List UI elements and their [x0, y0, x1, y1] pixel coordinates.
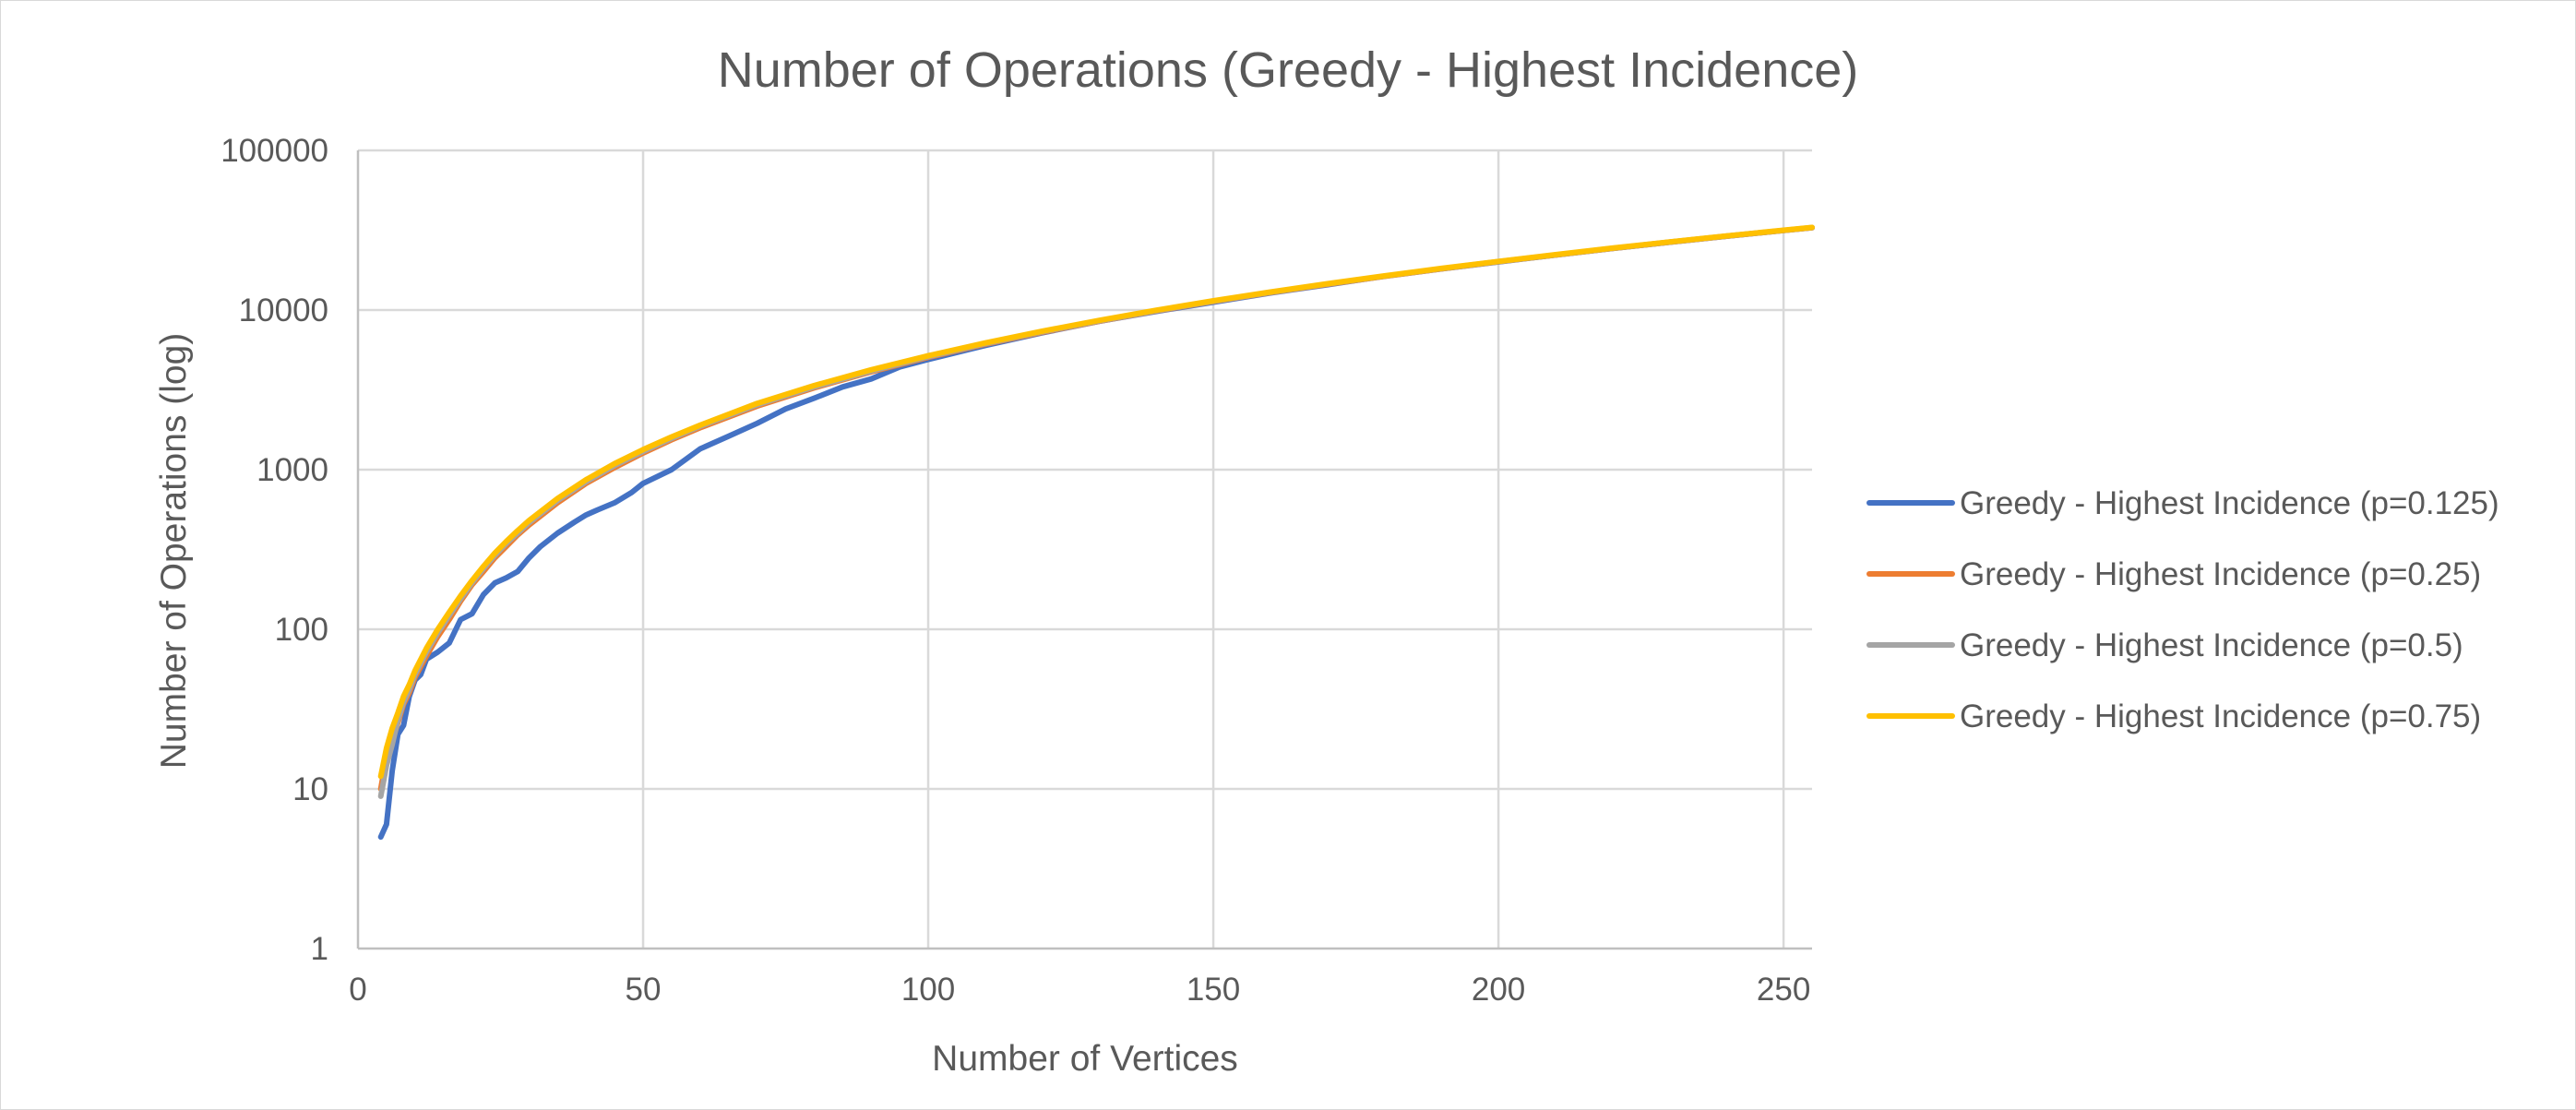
- x-tick-label: 0: [349, 972, 366, 1008]
- legend-label-3: Greedy - Highest Incidence (p=0.5): [1960, 627, 2463, 663]
- x-tick-label: 250: [1757, 972, 1810, 1008]
- grid-layer: [358, 149, 1812, 949]
- y-tick-label: 1000: [256, 452, 328, 488]
- legend-label-2: Greedy - Highest Incidence (p=0.25): [1960, 556, 2481, 592]
- legend-label-1: Greedy - Highest Incidence (p=0.125): [1960, 485, 2499, 521]
- y-tick-label: 1: [311, 931, 328, 967]
- x-tick-label: 200: [1472, 972, 1525, 1008]
- y-tick-label: 100000: [221, 133, 328, 169]
- x-tick-label: 100: [901, 972, 955, 1008]
- y-tick-label: 100: [275, 612, 328, 648]
- y-tick-label: 10000: [239, 292, 328, 328]
- chart-title: Number of Operations (Greedy - Highest I…: [718, 42, 1859, 98]
- y-axis-title: Number of Operations (log): [154, 333, 194, 770]
- axis-layer: 0 50 100 150 200 250 1 10 100 1000 10000 100000: [221, 133, 1812, 1008]
- x-tick-label: 50: [626, 972, 662, 1008]
- legend: Greedy - Highest Incidence (p=0.125) Gree…: [1866, 485, 2499, 734]
- series-layer: [377, 224, 1815, 841]
- y-tick-label: 10: [292, 771, 328, 807]
- legend-label-4: Greedy - Highest Incidence (p=0.75): [1960, 698, 2481, 734]
- x-tick-label: 150: [1187, 972, 1240, 1008]
- x-axis-title: Number of Vertices: [932, 1039, 1238, 1079]
- series-line-4: [377, 224, 1815, 780]
